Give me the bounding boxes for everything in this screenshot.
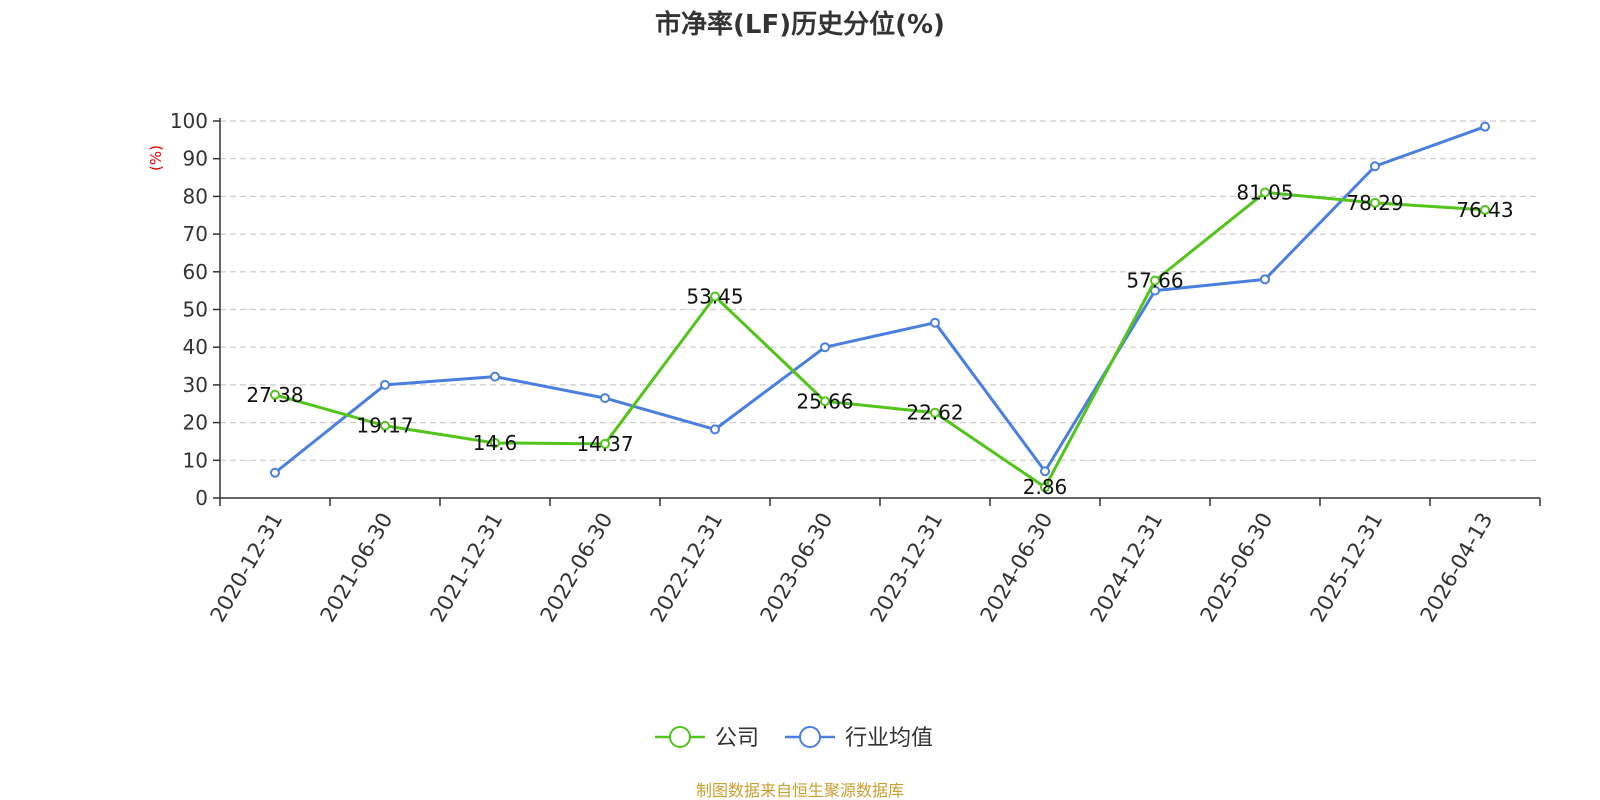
series-line: [274, 190, 1486, 489]
data-label: 76.43: [1456, 198, 1513, 222]
data-point: [380, 420, 390, 431]
data-point: [1040, 482, 1050, 493]
data-point: [820, 396, 830, 407]
data-point: [1260, 274, 1270, 285]
data-point: [600, 393, 610, 404]
data-label: 78.29: [1346, 191, 1403, 215]
x-tick-label: 2023-12-31: [866, 509, 948, 627]
data-point: [1370, 161, 1380, 172]
x-tick-label: 2022-12-31: [646, 509, 728, 627]
legend-item: 公司: [655, 726, 759, 751]
data-label: 81.05: [1236, 180, 1293, 204]
data-point: [600, 438, 610, 449]
data-point: [1260, 187, 1270, 198]
grid: [220, 120, 1540, 461]
data-point: [270, 389, 280, 400]
chart-title: 市净率(LF)历史分位(%): [655, 9, 945, 40]
data-point: [1150, 275, 1160, 286]
x-tick-label: 2020-12-31: [206, 509, 288, 627]
y-tick-label: 90: [183, 147, 208, 171]
legend-marker: [669, 726, 691, 748]
y-tick-label: 40: [183, 335, 208, 359]
data-label: 25.66: [796, 389, 853, 413]
y-tick-label: 30: [183, 373, 208, 397]
x-tick-label: 2026-04-13: [1416, 509, 1498, 627]
data-point: [380, 379, 390, 390]
y-tick-label: 80: [183, 184, 208, 208]
y-axis-unit-label: (%): [147, 145, 165, 171]
data-label: 14.37: [576, 432, 633, 456]
series-line: [274, 125, 1486, 474]
legend[interactable]: 公司 行业均值: [655, 726, 933, 751]
data-label: 2.86: [1023, 475, 1068, 499]
legend-label: 行业均值: [845, 726, 933, 751]
data-point: [710, 424, 720, 435]
x-tick-label: 2025-06-30: [1196, 509, 1278, 627]
y-tick-label: 50: [183, 298, 208, 322]
x-tick-label: 2024-06-30: [976, 509, 1058, 627]
data-point: [1040, 466, 1050, 477]
x-tick-label: 2021-12-31: [426, 509, 508, 627]
series: [270, 121, 1490, 493]
data-labels: 27.38 19.17 14.6 14.37 53.45 25.66 22.62 2.86 57…: [246, 180, 1513, 499]
y-tick-label: 20: [183, 411, 208, 435]
x-tick-label: 2021-06-30: [316, 509, 398, 627]
data-label: 53.45: [686, 284, 743, 308]
y-tick-label: 0: [195, 486, 208, 510]
legend-marker: [799, 726, 821, 748]
data-label: 14.6: [473, 431, 518, 455]
data-point: [270, 467, 280, 478]
x-tick-label: 2023-06-30: [756, 509, 838, 627]
data-label: 22.62: [906, 401, 963, 425]
data-point: [490, 371, 500, 382]
y-tick-label: 60: [183, 260, 208, 284]
x-tick-label: 2025-12-31: [1306, 509, 1388, 627]
data-label: 27.38: [246, 383, 303, 407]
series-0: [270, 187, 1490, 493]
legend-item: 行业均值: [785, 726, 933, 751]
data-point: [930, 407, 940, 418]
y-tick-label: 70: [183, 222, 208, 246]
data-point: [1370, 197, 1380, 208]
y-tick-label: 10: [183, 448, 208, 472]
data-label: 19.17: [356, 414, 413, 438]
legend-label: 公司: [715, 726, 759, 751]
data-point: [710, 291, 720, 302]
data-label: 57.66: [1126, 269, 1183, 293]
x-tick-label: 2022-06-30: [536, 509, 618, 627]
data-point: [930, 317, 940, 328]
data-point: [820, 342, 830, 353]
source-note: 制图数据来自恒生聚源数据库: [696, 781, 904, 800]
data-point: [490, 437, 500, 448]
series-1: [270, 121, 1490, 478]
data-point: [1480, 204, 1490, 215]
data-point: [1480, 121, 1490, 132]
y-tick-label: 100: [170, 109, 208, 133]
axes: 0 10 20 30 40 50 60 70 80 90 100 2020-12-31 2021-06-…: [170, 109, 1541, 627]
x-tick-label: 2024-12-31: [1086, 509, 1168, 627]
